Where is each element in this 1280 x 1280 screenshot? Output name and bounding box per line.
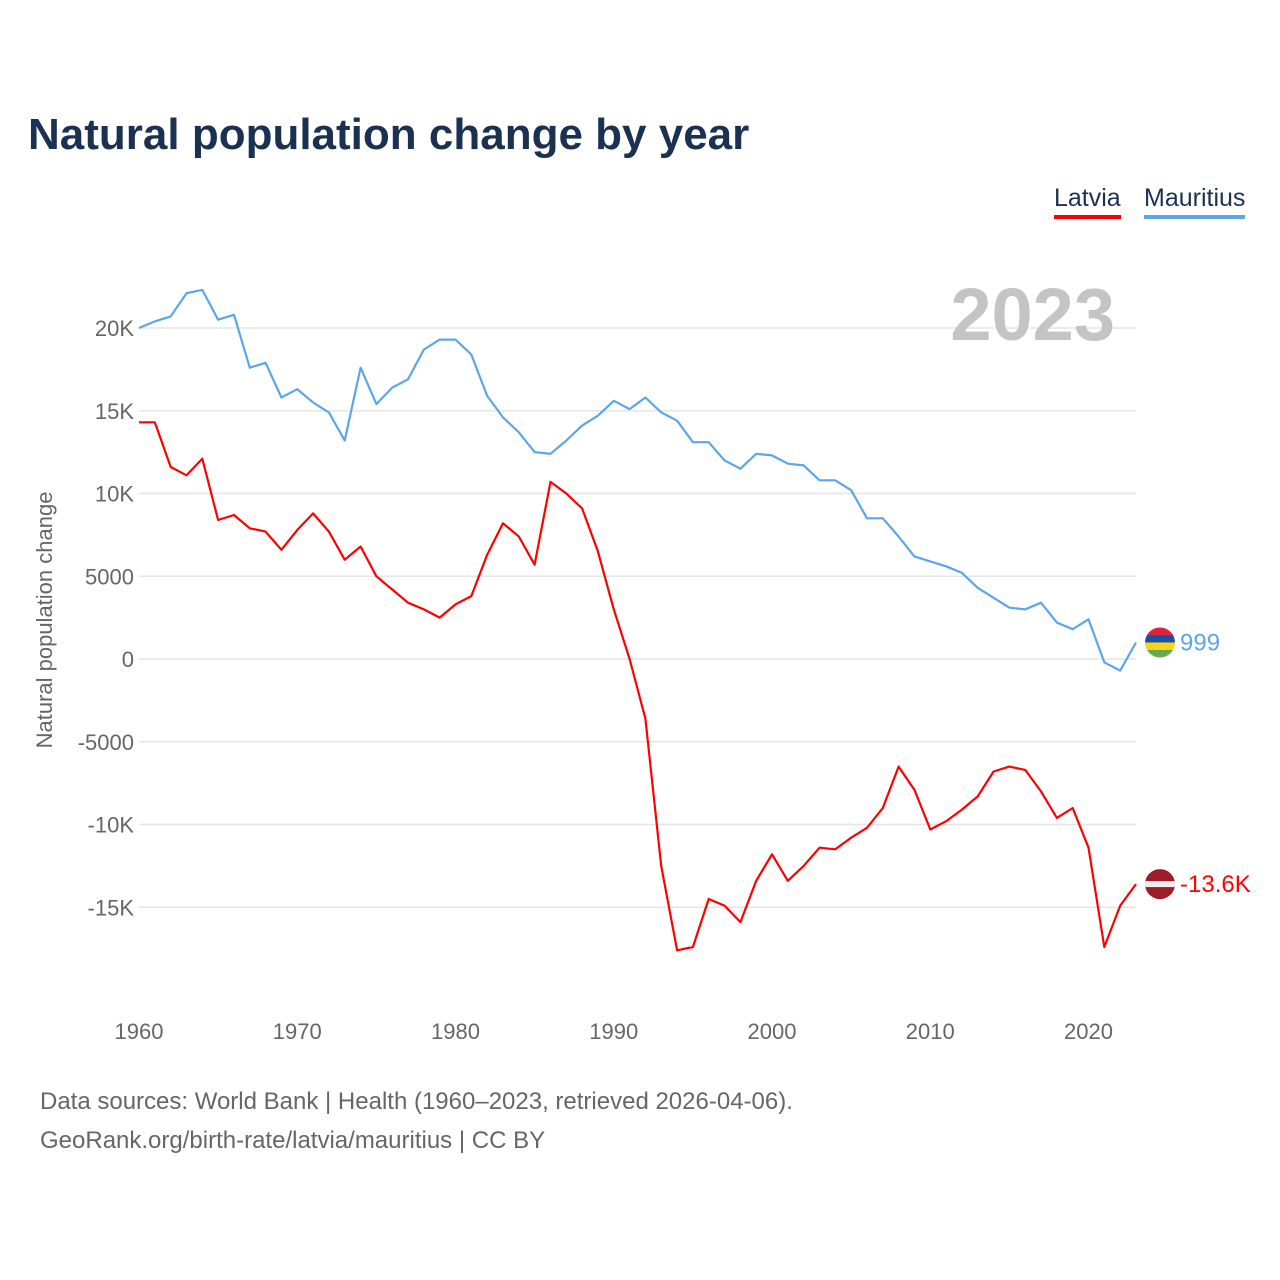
- flag-stripe: [1145, 881, 1175, 888]
- chart-title: Natural population change by year: [28, 110, 750, 159]
- flag-latvia-icon: [1145, 869, 1175, 900]
- y-tick-label: 5000: [85, 564, 134, 589]
- series-line-mauritius: [138, 288, 1137, 672]
- x-tick-label: 1980: [431, 1019, 480, 1044]
- footer-credit: GeoRank.org/birth-rate/latvia/mauritius …: [40, 1127, 546, 1154]
- y-tick-label: -10K: [88, 813, 135, 838]
- x-tick-label: 2020: [1064, 1019, 1113, 1044]
- flag-stripe: [1145, 627, 1175, 635]
- footer-sources: Data sources: World Bank | Health (1960–…: [40, 1088, 793, 1115]
- end-label-latvia: -13.6K: [1180, 871, 1251, 898]
- y-tick-label: 15K: [95, 399, 134, 424]
- flag-stripe: [1145, 649, 1175, 658]
- flag-stripe: [1145, 642, 1175, 650]
- y-axis-label: Natural population change: [32, 492, 57, 749]
- x-tick-label: 2000: [748, 1019, 797, 1044]
- x-tick-label: 1970: [273, 1019, 322, 1044]
- y-tick-label: 20K: [95, 316, 134, 341]
- x-tick-label: 2010: [906, 1019, 955, 1044]
- y-tick-label: 0: [122, 647, 134, 672]
- x-tick-label: 1960: [115, 1019, 164, 1044]
- y-tick-label: -15K: [88, 895, 135, 920]
- flag-mauritius-icon: [1145, 627, 1175, 658]
- y-tick-label: -5000: [78, 730, 134, 755]
- y-tick-label: 10K: [95, 482, 134, 507]
- legend-latvia[interactable]: Latvia: [1054, 184, 1121, 219]
- end-label-mauritius: 999: [1180, 629, 1220, 656]
- legend-mauritius[interactable]: Mauritius: [1144, 184, 1246, 219]
- flag-stripe: [1145, 634, 1175, 643]
- year-label: 2023: [950, 273, 1115, 356]
- series-line-latvia: [139, 421, 1137, 952]
- x-tick-label: 1990: [589, 1019, 638, 1044]
